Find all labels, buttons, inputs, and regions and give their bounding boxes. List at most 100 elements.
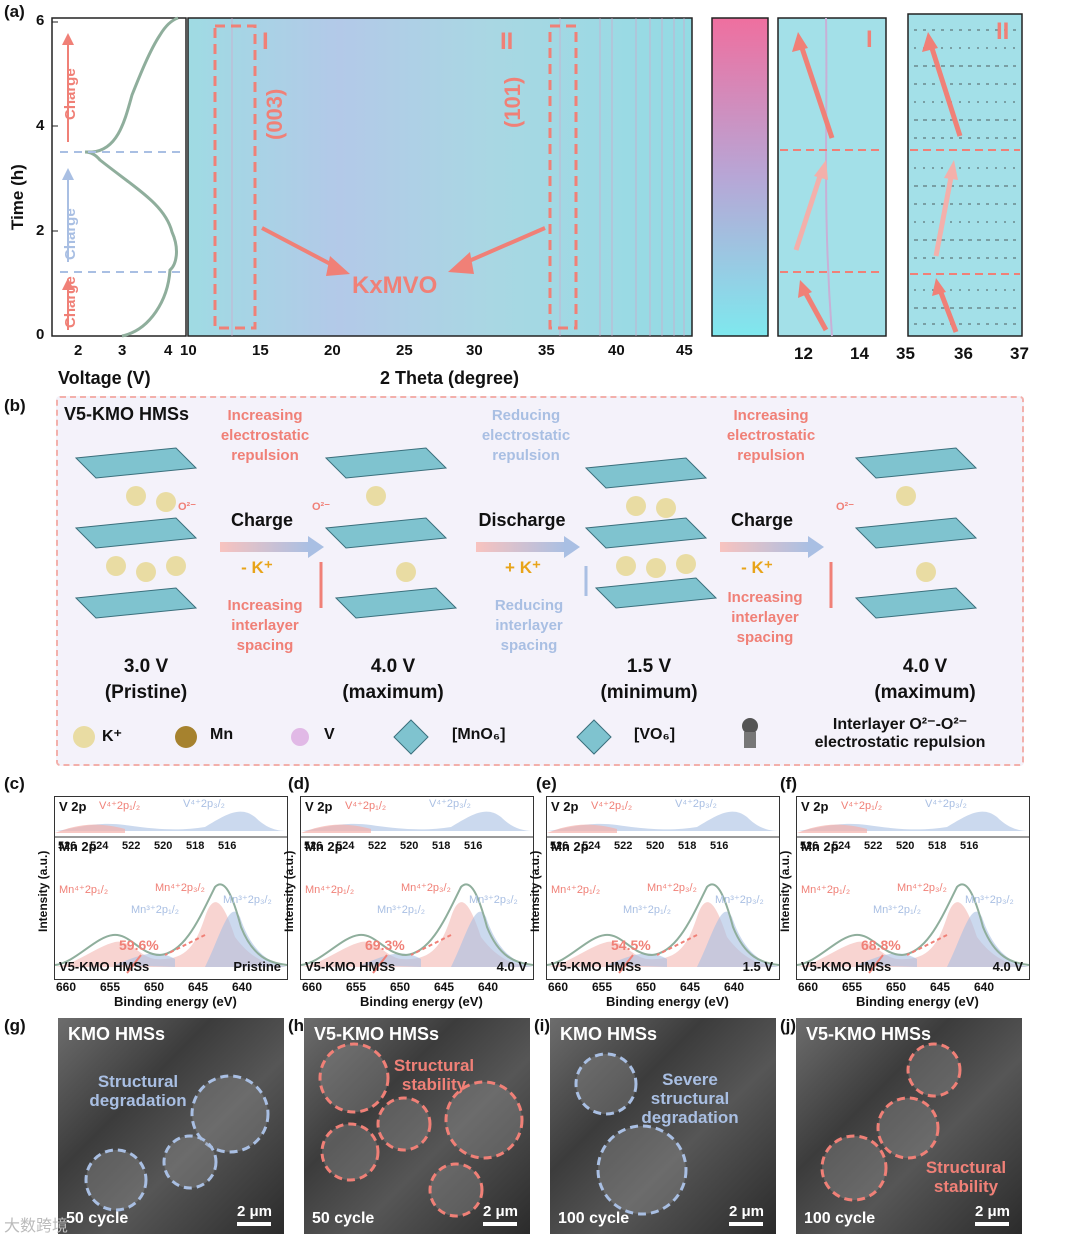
mn3-three-3: Mn³⁺2p₃/₂ [965,894,1014,906]
xps-label-1: (d) [288,774,310,793]
time-tick-4: 4 [36,117,45,134]
sem-image-3: V5-KMO HMSs Structural stability 100 cyc… [796,1018,1022,1234]
panel-a-label: (a) [4,2,25,21]
sem-note-2: Severe structural degradation [641,1070,739,1127]
v-tick-3-0: 526 [800,840,819,852]
o2-label-3: O²⁻ [836,501,855,513]
v2p-title-0: V 2p [59,799,87,814]
v-tick-1-5: 516 [464,840,483,852]
mn2p-title-0: Mn 2p [59,839,97,854]
v-tick-3-2: 522 [864,840,883,852]
mn-tick-3-4: 640 [974,980,995,994]
zoomII-tick-36: 36 [954,344,973,363]
mn-tick-2-3: 645 [680,980,701,994]
mn2p-title-3: Mn 2p [801,839,839,854]
v4-three-2: V⁴⁺2p₃/₂ [675,798,717,810]
mn-tick-1-4: 640 [478,980,499,994]
xps-sample-1: V5-KMO HMSs [305,959,396,974]
sem-label-3: (j) [780,1016,797,1035]
region-II-box [548,24,578,330]
mn3-half-2: Mn³⁺2p₁/₂ [623,904,672,916]
structure-3 [584,457,718,609]
mn-tick-3-1: 655 [842,980,863,994]
mn3-half-3: Mn³⁺2p₁/₂ [873,904,922,916]
v-tick-3-4: 518 [928,840,947,852]
xps-state-2: 1.5 V [742,959,773,974]
mn-tick-0-3: 645 [188,980,209,994]
t2-bottom: Reducing interlayer spacing [494,597,564,654]
v-tick-2-3: 520 [646,840,665,852]
structure-1 [74,447,198,619]
t1-bottom: Increasing interlayer spacing [227,597,303,654]
charge-label-2: Charge [62,208,79,260]
xps-sample-2: V5-KMO HMSs [551,959,642,974]
sem-label-2: (i) [534,1016,551,1035]
xps-xlabel-3: Binding energy (eV) [856,994,979,1009]
v-tick-0-5: 516 [218,840,237,852]
state-2-voltage: 4.0 V [370,656,416,677]
xps-xlabel-0: Binding energy (eV) [114,994,237,1009]
mn-tick-2-4: 640 [724,980,745,994]
zoom-II-label: II [996,18,1010,45]
mn4-three-0: Mn⁴⁺2p₃/₂ [155,882,205,894]
sem-label-0: (g) [4,1016,26,1035]
v-tick-0-4: 518 [186,840,205,852]
mn-percent-2: 54.5% [611,937,651,953]
t3-action: Charge [730,510,793,530]
time-axis-label: Time (h) [8,164,27,230]
state-3-voltage: 1.5 V [626,656,672,677]
v-tick-0-0: 526 [58,840,77,852]
mn2p-title-1: Mn 2p [305,839,343,854]
panel-b-label: (b) [4,396,26,415]
v4-three-1: V⁴⁺2p₃/₂ [429,798,471,810]
v2p-title-2: V 2p [551,799,579,814]
xps-xlabel-2: Binding energy (eV) [606,994,729,1009]
xps-ylabel-1: Intensity (a.u.) [282,850,296,932]
charge-label-1: Charge [62,276,79,328]
watermark: 大数跨境 [4,1218,69,1235]
t1-action: Charge [230,510,293,530]
legend-mno6: [MnO₆] [452,726,506,743]
phase-label: KxMVO [352,272,438,299]
state-4-desc: (maximum) [874,682,976,703]
state-3-desc: (minimum) [600,682,698,703]
xps-sample-3: V5-KMO HMSs [801,959,892,974]
v-tick-2-4: 518 [678,840,697,852]
v4-three-0: V⁴⁺2p₃/₂ [183,798,225,810]
mn-tick-0-2: 650 [144,980,165,994]
mn-tick-3-0: 660 [798,980,819,994]
t1-ion: - K⁺ [241,558,273,577]
sem-image-0: KMO HMSs Structural degradation 50 cycle… [58,1018,284,1234]
v-tick-3-5: 516 [960,840,979,852]
t3-ion: - K⁺ [741,558,773,577]
region-I-box [213,24,257,330]
t2-ion: + K⁺ [505,558,541,577]
t1-top: Increasing electrostatic repulsion [220,407,310,464]
v-tick-2-5: 516 [710,840,729,852]
heatmap [187,17,693,337]
peak-003-label: (003) [262,88,287,140]
mn4-half-0: Mn⁴⁺2p₁/₂ [59,884,109,896]
colorbar [711,17,769,337]
panel-a-plots [51,13,1023,338]
mn-tick-2-2: 650 [636,980,657,994]
structure-4 [829,447,978,619]
v4-half-0: V⁴⁺2p₁/₂ [99,800,141,812]
voltage-tick-3: 3 [118,342,127,359]
t2-top: Reducing electrostatic repulsion [481,407,571,464]
t2-action: Discharge [478,510,566,530]
sem-title-0: KMO HMSs [68,1024,166,1044]
v4-half-3: V⁴⁺2p₁/₂ [841,800,883,812]
legend-vo6: [VO₆] [634,726,676,743]
sem-title-3: V5-KMO HMSs [806,1024,932,1044]
v4-three-3: V⁴⁺2p₃/₂ [925,798,967,810]
mn-tick-3-2: 650 [886,980,907,994]
scale-bar-3: 2 μm [975,1203,1010,1226]
v-tick-2-2: 522 [614,840,633,852]
xps-box-0: V 2p V⁴⁺2p₁/₂ V⁴⁺2p₃/₂ Mn 2p Mn⁴⁺2p₁/₂ M… [54,796,288,980]
theta-tick-10: 10 [180,342,197,359]
zoomI-tick-12: 12 [794,344,813,363]
theta-tick-45: 45 [676,342,693,359]
v-tick-1-4: 518 [432,840,451,852]
sem-image-2: KMO HMSs Severe structural degradation 1… [550,1018,776,1234]
